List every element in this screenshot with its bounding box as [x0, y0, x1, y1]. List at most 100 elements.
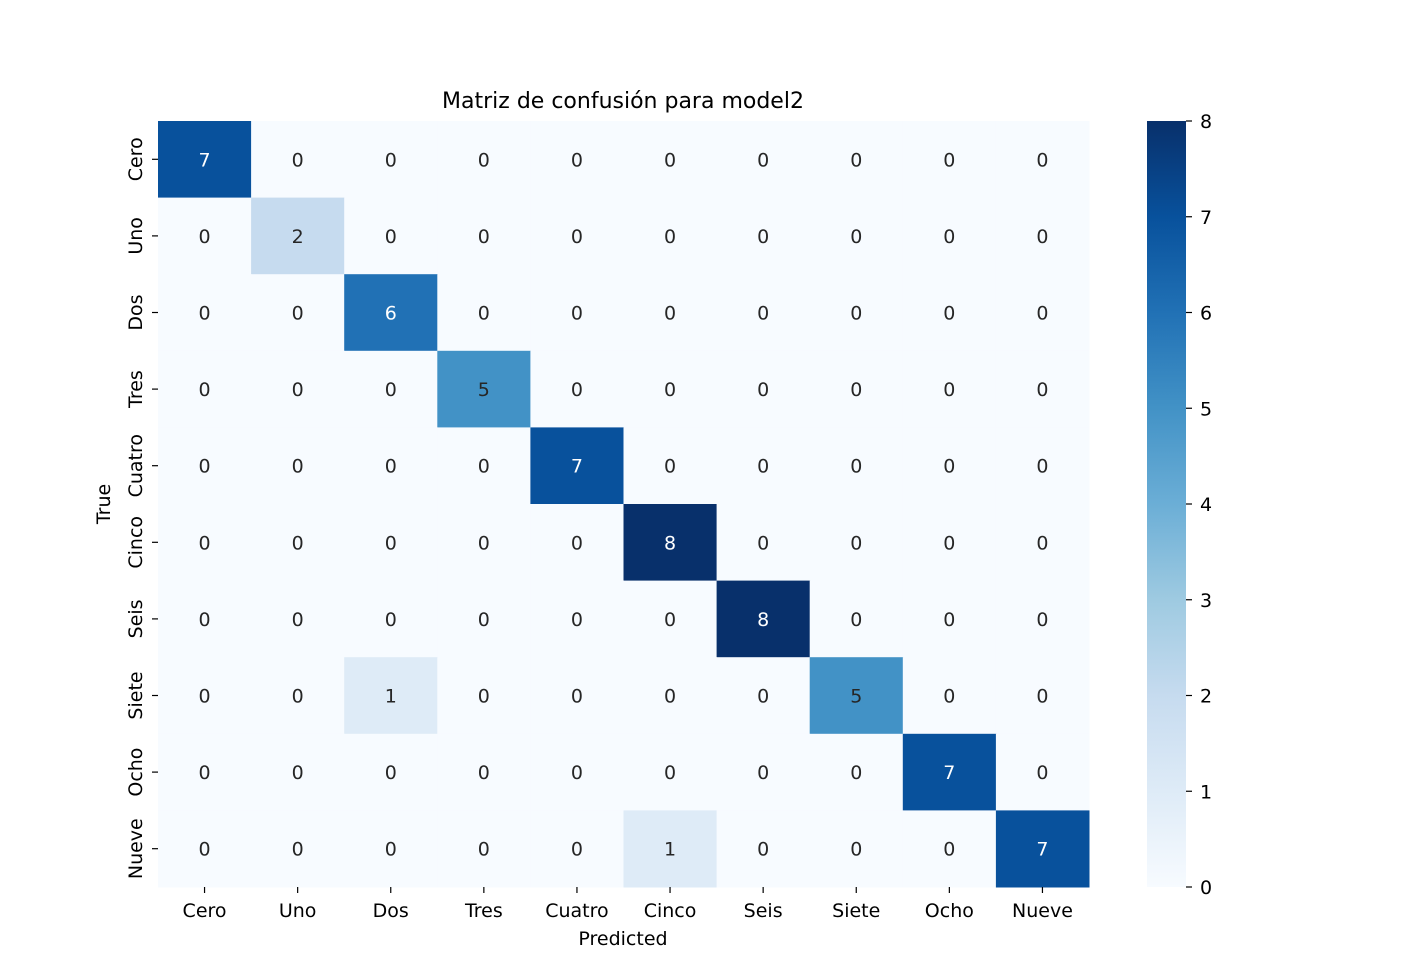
cell-value-label: 0: [757, 686, 769, 708]
cell-value-label: 0: [478, 686, 490, 708]
heatmap-cell: [158, 350, 252, 428]
heatmap-cell: [437, 504, 531, 582]
cell-value-label: 0: [571, 303, 583, 325]
x-tick-label: Uno: [279, 900, 317, 922]
heatmap-cell: [995, 197, 1090, 275]
colorbar: 0 1 2 3 4 5 6 7 8: [1147, 111, 1212, 899]
heatmap-cell: [437, 657, 531, 735]
cell-value-label: 7: [1036, 839, 1048, 861]
y-tick-label: Siete: [125, 671, 147, 719]
cell-value-label: 0: [757, 226, 769, 248]
cell-value-label: 0: [850, 226, 862, 248]
heatmap-cell: [809, 580, 904, 658]
cell-value-label: 0: [943, 686, 955, 708]
heatmap-cell-labels: 7 0 0 0 0 0 0 0 0 0 0 2 0 0 0 0 0 0 0 0 0 0 6 0 0 0 0 0 0 0 0 0 0 5 0 0 0 0 0 0…: [199, 149, 1049, 860]
heatmap-cell: [251, 810, 345, 888]
heatmap-cell: [251, 350, 345, 428]
heatmap-cell: [623, 810, 718, 888]
colorbar-tick-label: 5: [1200, 398, 1212, 420]
cell-value-label: 0: [478, 303, 490, 325]
cell-value-label: 8: [664, 532, 676, 554]
cell-value-label: 1: [385, 686, 397, 708]
heatmap-cell: [716, 733, 811, 811]
heatmap-cell: [809, 121, 904, 199]
heatmap-cell: [158, 504, 252, 582]
cell-value-label: 2: [292, 226, 304, 248]
heatmap-cell: [158, 810, 252, 888]
x-tick-label: Cuatro: [545, 900, 608, 922]
heatmap-cell: [344, 274, 438, 352]
cell-value-label: 0: [1036, 379, 1048, 401]
heatmap-cell: [530, 274, 624, 352]
heatmap-cell: [623, 657, 718, 735]
colorbar-tick-label: 4: [1200, 494, 1212, 516]
heatmap-cells: [158, 121, 1090, 888]
heatmap-cell: [437, 197, 531, 275]
heatmap-cell: [158, 657, 252, 735]
heatmap-cell: [437, 810, 531, 888]
y-tick-label: Uno: [125, 217, 147, 255]
cell-value-label: 0: [199, 839, 211, 861]
y-tick-label: Ocho: [125, 748, 147, 797]
cell-value-label: 0: [571, 839, 583, 861]
cell-value-label: 0: [199, 609, 211, 631]
x-tick-label: Cinco: [644, 900, 697, 922]
cell-value-label: 0: [757, 379, 769, 401]
cell-value-label: 0: [478, 226, 490, 248]
heatmap-cell: [995, 350, 1090, 428]
cell-value-label: 0: [664, 149, 676, 171]
cell-value-label: 0: [664, 609, 676, 631]
heatmap-cell: [902, 350, 997, 428]
heatmap-cell: [251, 427, 345, 505]
heatmap-cell: [530, 810, 624, 888]
cell-value-label: 0: [1036, 609, 1048, 631]
heatmap-cell: [158, 733, 252, 811]
cell-value-label: 0: [199, 379, 211, 401]
x-tick-label: Cero: [183, 900, 227, 922]
cell-value-label: 0: [757, 762, 769, 784]
cell-value-label: 0: [478, 762, 490, 784]
heatmap-cell: [251, 504, 345, 582]
cell-value-label: 0: [571, 686, 583, 708]
y-tick-label: Dos: [125, 294, 147, 330]
cell-value-label: 0: [1036, 762, 1048, 784]
heatmap-cell: [437, 580, 531, 658]
y-tick-label: Cinco: [125, 516, 147, 569]
colorbar-tick-label: 1: [1200, 781, 1212, 803]
heatmap-cell: [716, 427, 811, 505]
heatmap-cell: [158, 580, 252, 658]
cell-value-label: 0: [664, 226, 676, 248]
cell-value-label: 7: [943, 762, 955, 784]
heatmap-cell: [344, 197, 438, 275]
heatmap-cell: [716, 350, 811, 428]
cell-value-label: 0: [664, 456, 676, 478]
colorbar-tick-label: 0: [1200, 877, 1212, 899]
cell-value-label: 0: [385, 839, 397, 861]
heatmap-cell: [995, 274, 1090, 352]
cell-value-label: 0: [943, 226, 955, 248]
cell-value-label: 0: [850, 303, 862, 325]
heatmap-cell: [995, 810, 1090, 888]
cell-value-label: 0: [478, 456, 490, 478]
cell-value-label: 0: [571, 532, 583, 554]
cell-value-label: 0: [943, 609, 955, 631]
cell-value-label: 7: [199, 149, 211, 171]
heatmap-cell: [716, 274, 811, 352]
cell-value-label: 0: [292, 839, 304, 861]
heatmap-cell: [809, 197, 904, 275]
y-axis-label: True: [93, 484, 115, 525]
heatmap-cell: [995, 733, 1090, 811]
cell-value-label: 0: [664, 379, 676, 401]
cell-value-label: 0: [385, 149, 397, 171]
heatmap-cell: [344, 733, 438, 811]
cell-value-label: 0: [292, 762, 304, 784]
heatmap-cell: [251, 733, 345, 811]
cell-value-label: 0: [385, 379, 397, 401]
y-tick-label: Cuatro: [125, 434, 147, 497]
heatmap-cell: [995, 580, 1090, 658]
colorbar-tick-label: 3: [1200, 590, 1212, 612]
heatmap-cell: [251, 121, 345, 199]
cell-value-label: 0: [199, 303, 211, 325]
cell-value-label: 0: [292, 686, 304, 708]
heatmap-cell: [344, 810, 438, 888]
